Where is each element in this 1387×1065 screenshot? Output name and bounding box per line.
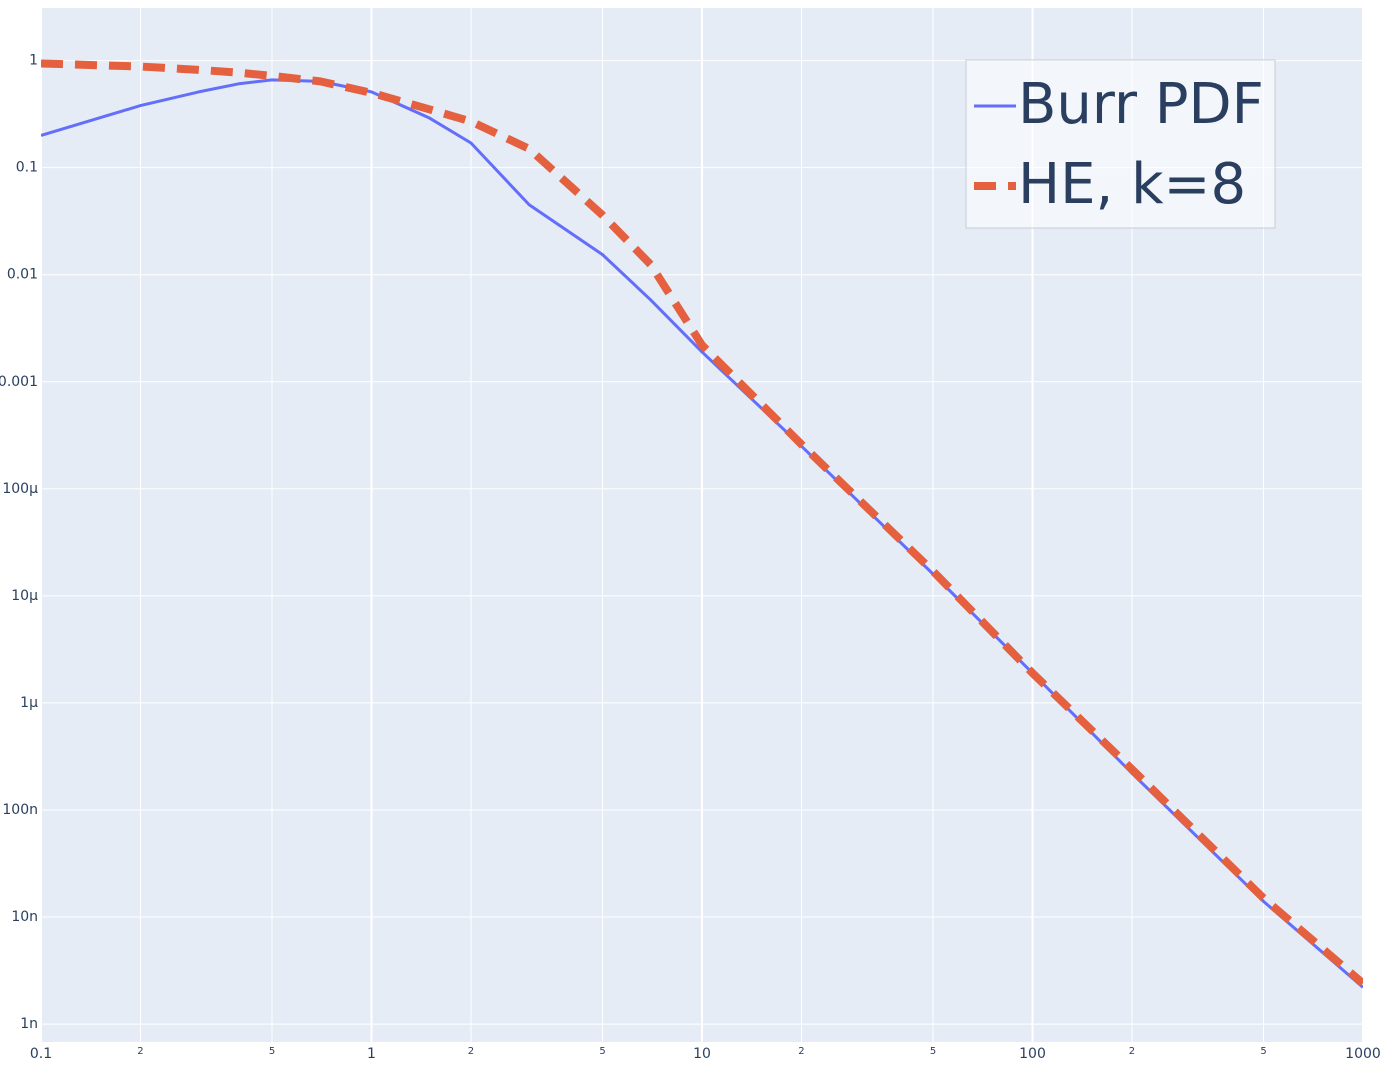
- x-tick-label: 10: [693, 1046, 711, 1062]
- x-tick-label: 5: [1260, 1046, 1266, 1057]
- y-tick-label: 1n: [20, 1016, 38, 1032]
- x-tick-label: 1000: [1345, 1046, 1381, 1062]
- x-tick-label: 1: [367, 1046, 376, 1062]
- x-tick-label: 5: [930, 1046, 936, 1057]
- y-tick-label: 0.001: [0, 374, 38, 390]
- x-tick-label: 2: [1129, 1046, 1135, 1057]
- series-line: [41, 59, 1363, 987]
- y-tick-label: 1μ: [20, 695, 38, 711]
- y-tick-label: 10μ: [11, 588, 38, 604]
- y-tick-label: 100n: [2, 802, 38, 818]
- x-tick-label: 0.1: [30, 1046, 52, 1062]
- x-tick-label: 2: [468, 1046, 474, 1057]
- x-tick-label: 5: [599, 1046, 605, 1057]
- x-tick-label: 2: [798, 1046, 804, 1057]
- y-tick-label: 0.1: [16, 160, 38, 176]
- x-tick-label: 2: [137, 1046, 143, 1057]
- y-tick-label: 1: [29, 53, 38, 69]
- legend-box: [965, 59, 1276, 229]
- y-tick-label: 10n: [11, 909, 38, 925]
- x-tick-label: 5: [269, 1046, 275, 1057]
- legend-label: Burr PDF: [1018, 72, 1264, 137]
- legend-label: HE, k=8: [1018, 152, 1246, 217]
- x-tick-label: 100: [1019, 1046, 1046, 1062]
- y-tick-label: 0.01: [7, 267, 38, 283]
- y-tick-label: 100μ: [2, 481, 38, 497]
